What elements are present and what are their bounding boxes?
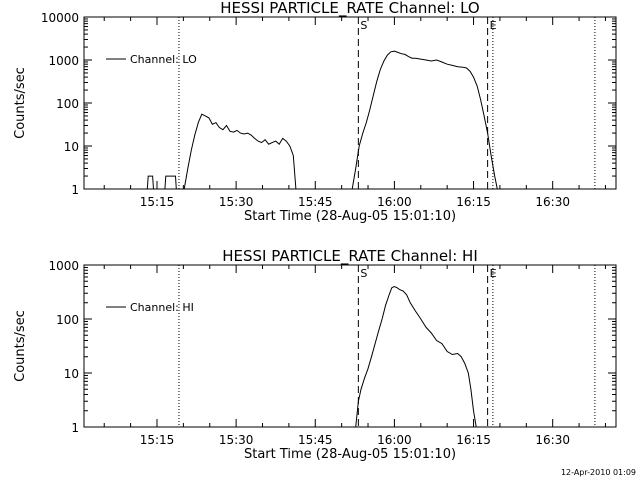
chart-title: HESSI PARTICLE_RATE Channel: HI: [222, 247, 478, 266]
x-tick-label: 15:45: [298, 195, 333, 209]
x-axis-label: Start Time (28-Aug-05 15:01:10): [244, 209, 456, 224]
series-line: [183, 113, 297, 190]
x-tick-label: 15:45: [298, 433, 333, 447]
legend-label: Channel: HI: [130, 301, 194, 314]
y-tick-label: 10: [64, 140, 79, 154]
series-line: [355, 285, 477, 428]
chart-lo: HESSI PARTICLE_RATE Channel: LO 15:15 15:3…: [13, 0, 617, 224]
y-tick-label: 1000: [48, 54, 79, 68]
x-tick-label: 16:15: [456, 195, 491, 209]
marker-label: E: [490, 267, 497, 280]
y-tick-label: 100: [56, 97, 79, 111]
legend-label: Channel: LO: [130, 53, 197, 66]
x-axis-label: Start Time (28-Aug-05 15:01:10): [244, 447, 456, 462]
series-line: [351, 50, 498, 190]
y-tick-label: 1000: [48, 259, 79, 273]
plot-frame: [83, 264, 617, 428]
y-tick-label: 1: [71, 421, 79, 435]
chart-hi: HESSI PARTICLE_RATE Channel: HI 15:15 15:3…: [13, 247, 617, 462]
x-tick-label: 15:30: [219, 433, 254, 447]
chart-title: HESSI PARTICLE_RATE Channel: LO: [220, 0, 479, 18]
plot-frame: [83, 16, 617, 190]
series-line: [146, 175, 154, 190]
x-tick-label: 15:15: [140, 433, 175, 447]
y-tick-label: 10: [64, 367, 79, 381]
y-tick-label: 1: [71, 183, 79, 197]
marker-label: S: [360, 267, 367, 280]
x-tick-label: 16:15: [456, 433, 491, 447]
y-tick-label: 10000: [41, 11, 79, 25]
y-axis-label: Counts/sec: [13, 67, 28, 139]
x-tick-label: 16:30: [535, 433, 570, 447]
marker-label: S: [360, 19, 367, 32]
x-tick-label: 15:15: [140, 195, 175, 209]
marker-label: E: [490, 19, 497, 32]
series-line: [164, 175, 177, 190]
timestamp: 12-Apr-2010 01:09: [561, 468, 636, 477]
x-tick-label: 16:00: [377, 433, 412, 447]
x-tick-label: 16:00: [377, 195, 412, 209]
y-axis-label: Counts/sec: [13, 310, 28, 382]
x-tick-label: 15:30: [219, 195, 254, 209]
x-tick-label: 16:30: [535, 195, 570, 209]
y-tick-label: 100: [56, 313, 79, 327]
